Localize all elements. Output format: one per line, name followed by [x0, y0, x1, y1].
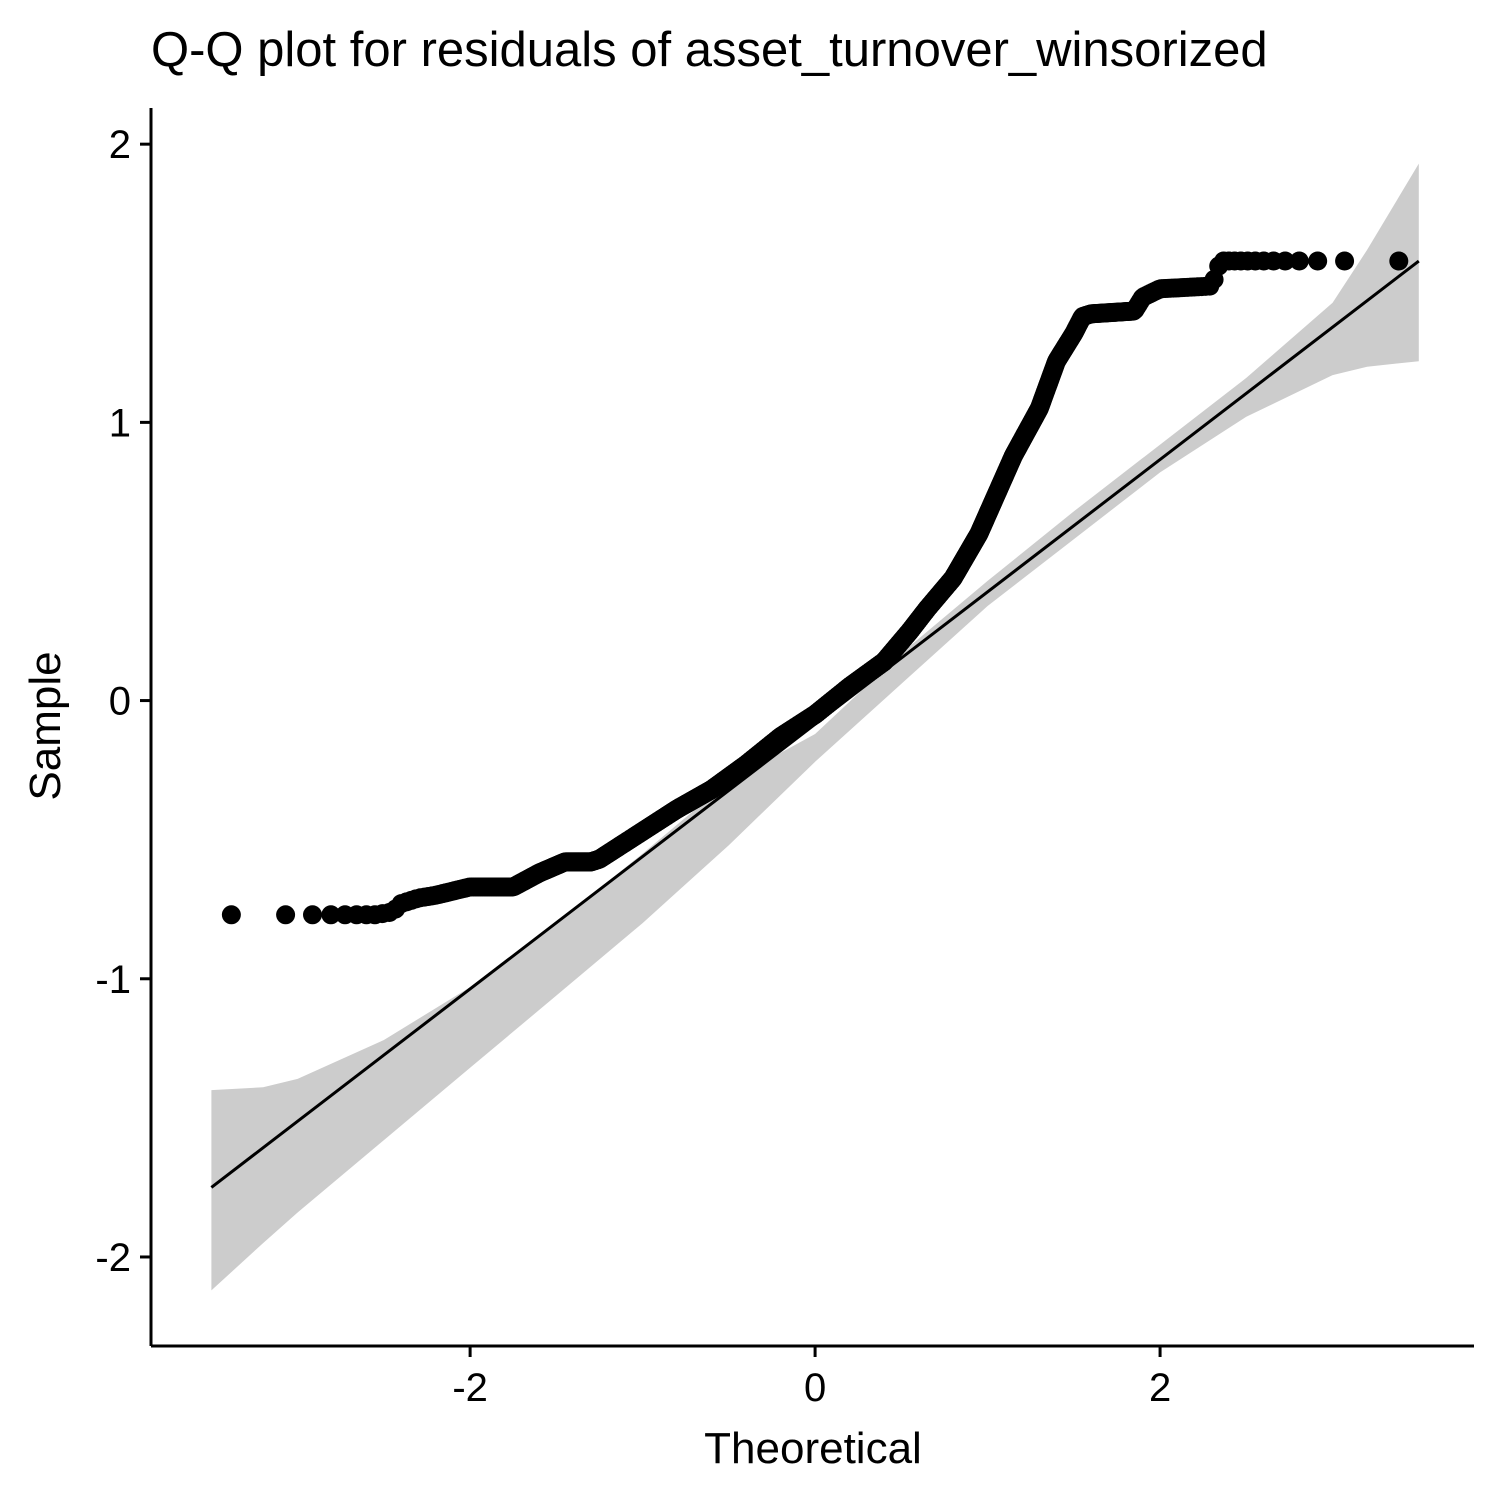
- x-axis: -2 0 2: [151, 1344, 1474, 1410]
- y-axis-title: Sample: [21, 651, 70, 800]
- x-axis-title: Theoretical: [704, 1424, 922, 1473]
- x-tick-label: -2: [452, 1366, 488, 1410]
- sample-point: [276, 905, 296, 925]
- y-tick-label: 0: [109, 680, 131, 724]
- sample-point: [303, 905, 322, 925]
- confidence-band: [211, 163, 1419, 1291]
- sample-point: [1335, 251, 1355, 271]
- y-tick-label: -2: [95, 1236, 131, 1280]
- x-tick-label: 0: [804, 1366, 826, 1410]
- sample-point: [321, 905, 341, 925]
- sample-point: [1389, 251, 1409, 271]
- y-axis: -2 -1 0 1 2: [95, 108, 153, 1346]
- y-tick-label: 2: [109, 123, 131, 167]
- sample-points: [221, 251, 1409, 925]
- plot-area: [210, 163, 1420, 1291]
- sample-point: [221, 905, 241, 925]
- y-tick-label: 1: [109, 401, 131, 445]
- chart-title: Q-Q plot for residuals of asset_turnover…: [151, 23, 1268, 77]
- sample-point: [1289, 251, 1309, 271]
- sample-point: [1275, 251, 1295, 271]
- x-tick-label: 2: [1149, 1366, 1171, 1410]
- sample-point: [1308, 251, 1328, 271]
- y-tick-label: -1: [95, 958, 131, 1002]
